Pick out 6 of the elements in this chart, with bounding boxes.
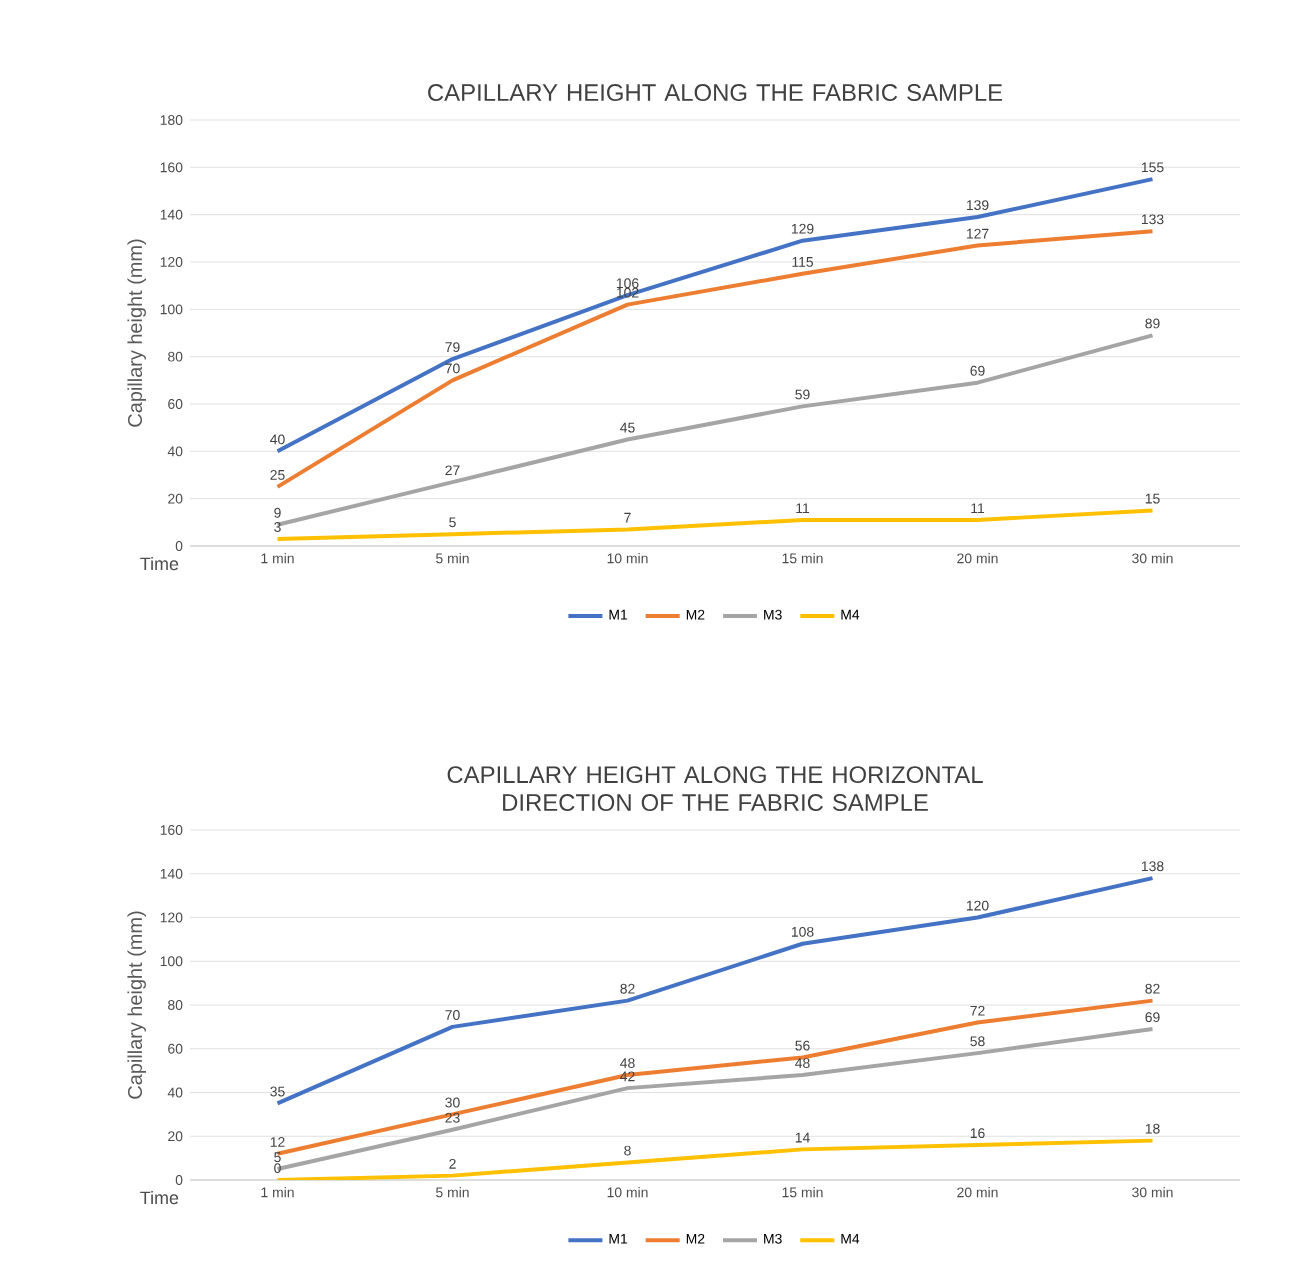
- y-axis-title: Capillary height (mm): [127, 911, 146, 1099]
- x-axis-title: Time: [140, 557, 179, 571]
- chart-title: CAPILLARY HEIGHT ALONG THE HORIZONTAL DIRECTION OF THE FABRIC SAMPLE: [447, 766, 983, 811]
- x-axis-title: Time: [140, 1191, 179, 1205]
- chart-title: CAPILLARY HEIGHT ALONG THE FABRIC SAMPLE: [428, 84, 1003, 101]
- y-axis-title: Capillary height (mm): [127, 239, 146, 427]
